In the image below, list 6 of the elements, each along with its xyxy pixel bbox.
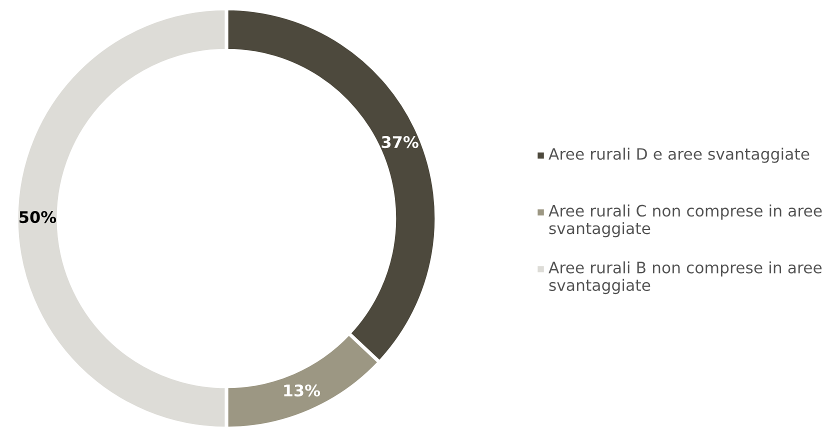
legend-label: Aree rurali B non comprese in aree svantaggiate [548,261,822,294]
data-label: 37% [382,136,418,148]
data-label: 50% [20,211,56,224]
data-label: 13% [284,384,320,397]
legend-label: Aree rurali D e aree svantaggiate [548,148,810,163]
legend-label: Aree rurali C non comprese in aree svantaggiate [548,204,822,238]
